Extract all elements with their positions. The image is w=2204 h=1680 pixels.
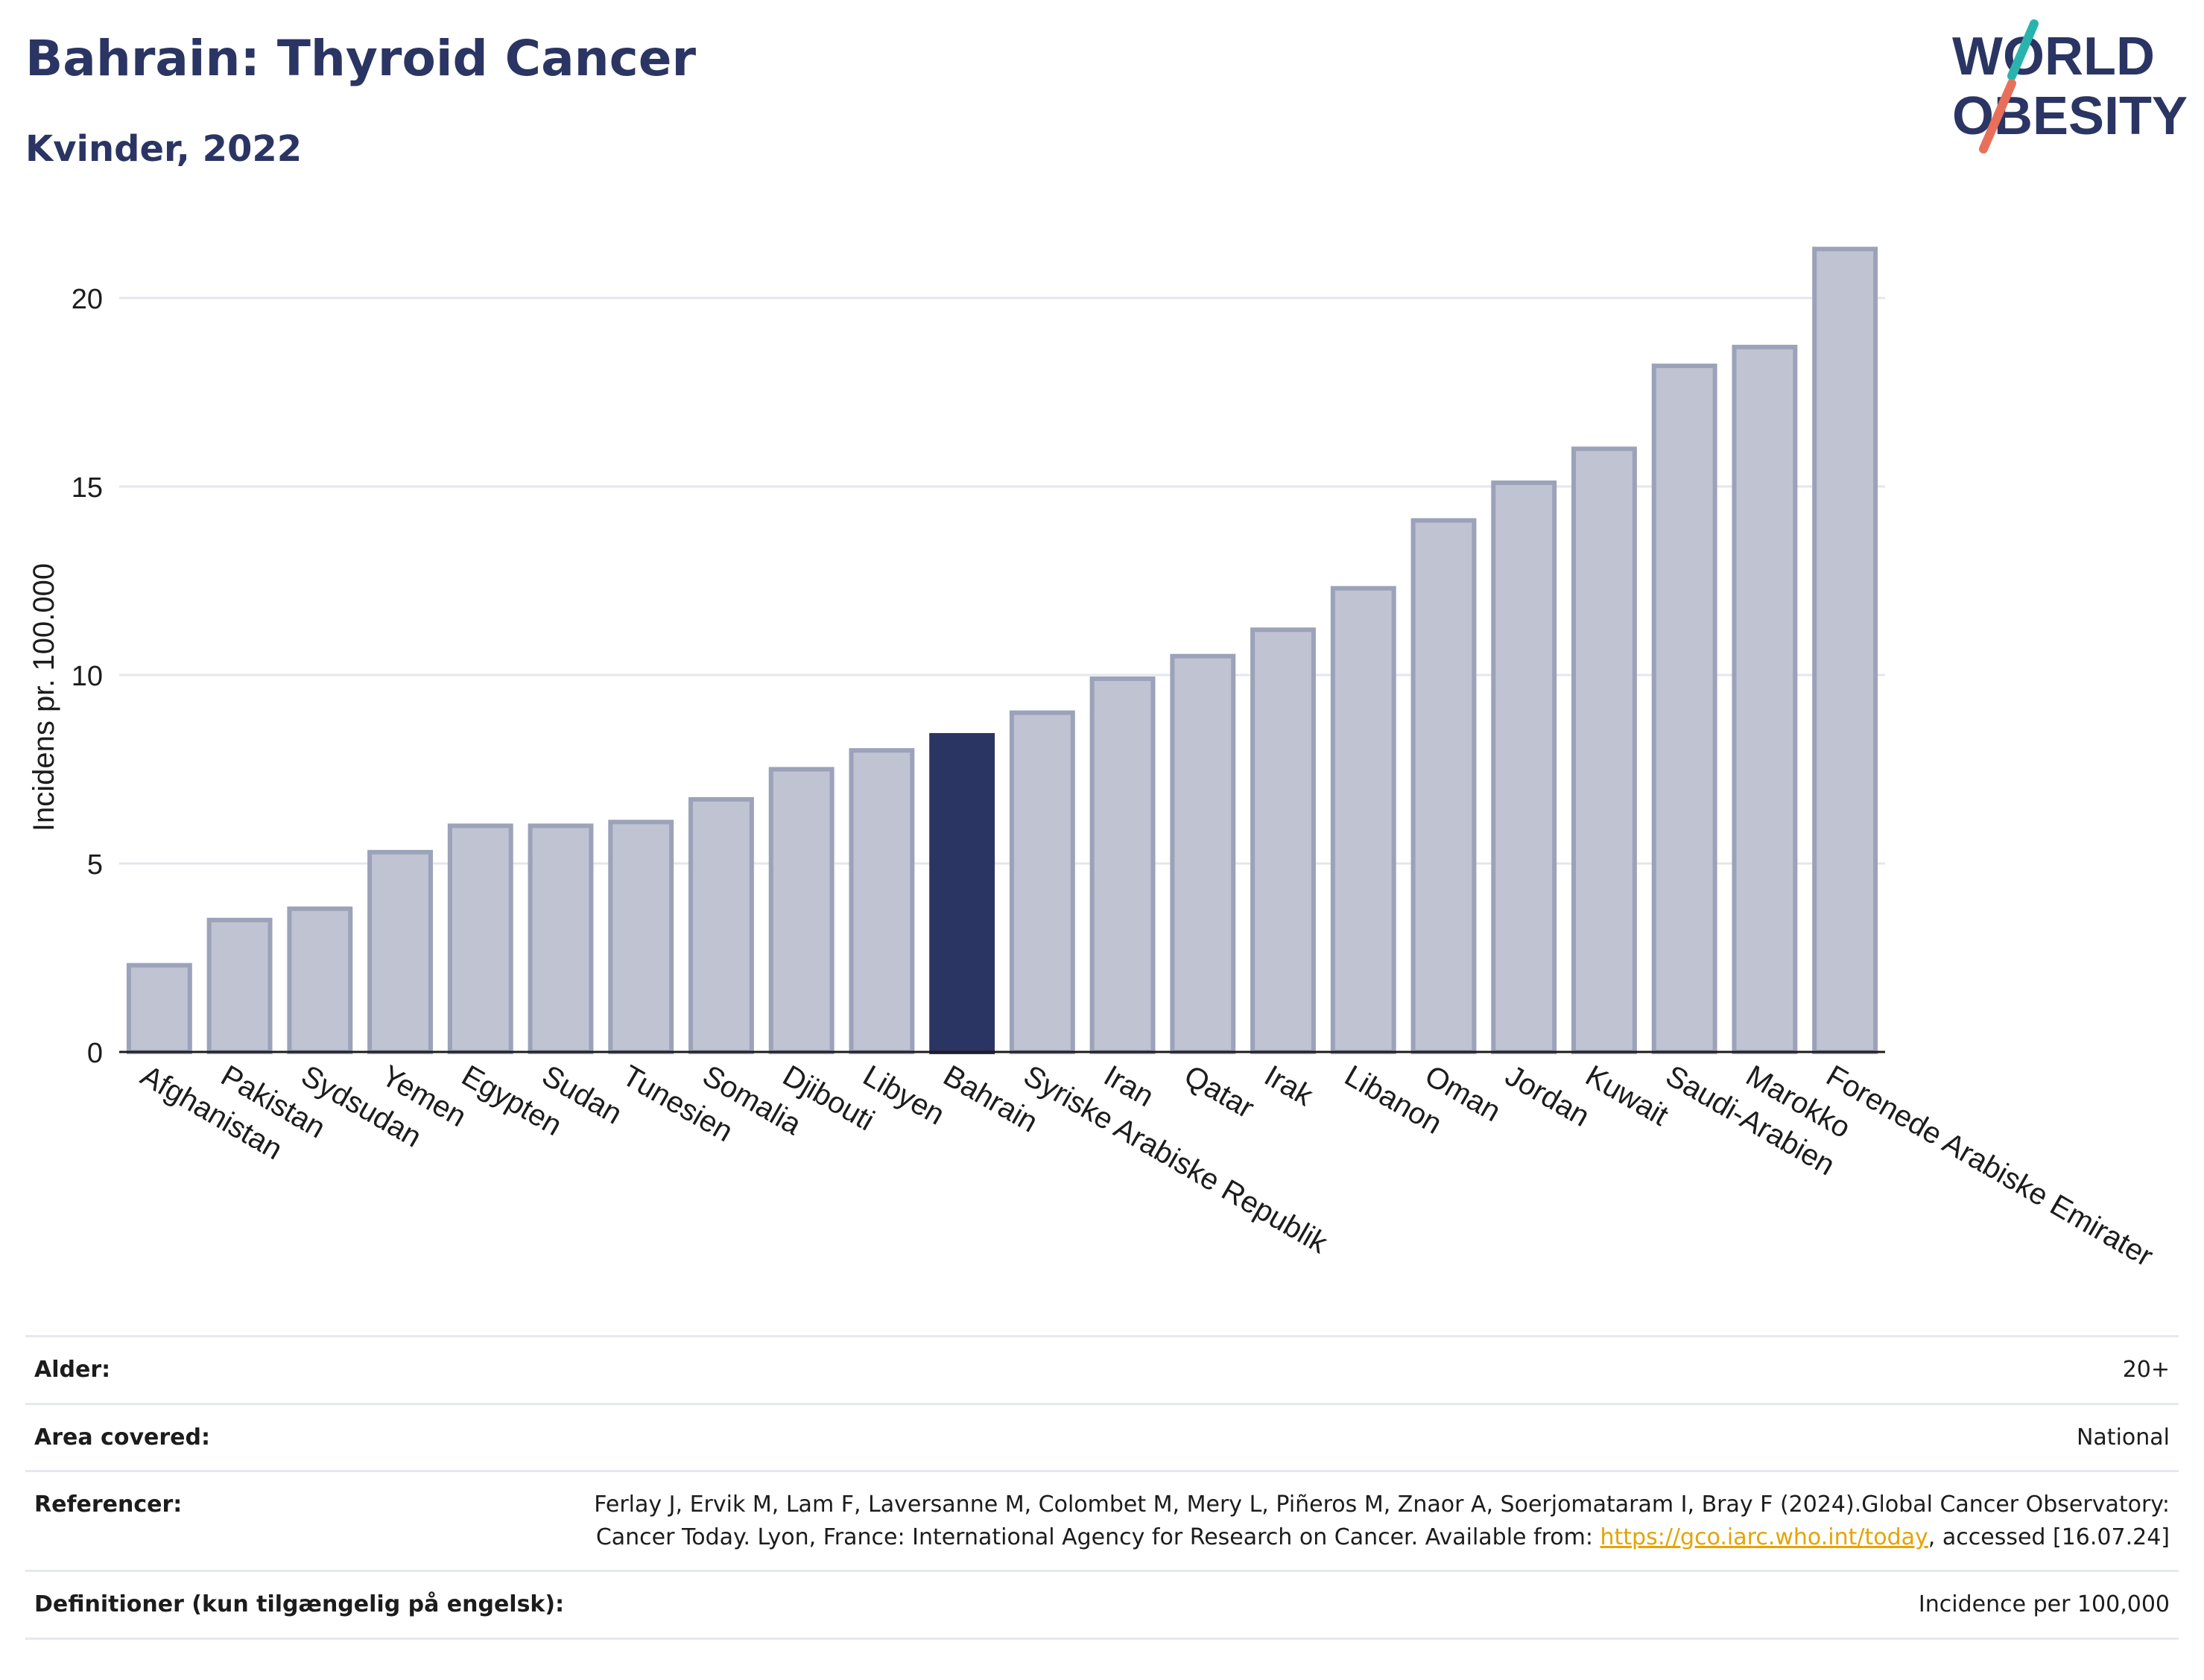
info-label: Area covered: xyxy=(25,1402,574,1471)
y-tick-label: 15 xyxy=(72,472,103,504)
info-label: Alder: xyxy=(25,1335,574,1404)
logo-slash-coral xyxy=(1979,79,2016,153)
bar xyxy=(1250,627,1316,1054)
bar xyxy=(1732,344,1798,1054)
x-tick-label: Jordan xyxy=(1500,1059,1595,1133)
bar xyxy=(608,820,674,1054)
bar xyxy=(367,849,433,1054)
bar xyxy=(929,732,995,1055)
info-row-references: Referencer: Ferlay J, Ervik M, Lam F, La… xyxy=(25,1470,2179,1571)
bar-chart: 05101520AfghanistanPakistanSydsudanYemen… xyxy=(28,247,2159,1273)
info-row-area: Area covered: National xyxy=(25,1402,2179,1471)
logo-slash-teal xyxy=(2007,19,2039,80)
info-label: Definitioner (kun tilgængelig på engelsk… xyxy=(25,1570,574,1640)
bar xyxy=(287,906,353,1054)
y-tick-label: 5 xyxy=(87,849,103,881)
bars xyxy=(126,247,1878,1055)
bar xyxy=(1651,364,1717,1054)
y-axis-label: Incidens pr. 100.000 xyxy=(28,563,60,831)
bar xyxy=(528,823,594,1055)
bar xyxy=(768,767,835,1054)
y-tick-label: 20 xyxy=(72,284,103,315)
reference-text: Ferlay J, Ervik M, Lam F, Laversanne M, … xyxy=(594,1492,2170,1550)
y-tick-label: 10 xyxy=(72,661,103,692)
bar xyxy=(1410,518,1477,1054)
info-value: National xyxy=(573,1402,2179,1471)
bar xyxy=(447,823,513,1055)
info-value: Ferlay J, Ervik M, Lam F, Laversanne M, … xyxy=(573,1470,2179,1571)
x-tick-label: Qatar xyxy=(1179,1059,1260,1125)
bar xyxy=(1571,446,1637,1054)
x-tick-label: Kuwait xyxy=(1580,1059,1673,1132)
bar xyxy=(206,917,273,1055)
world-obesity-logo: WORLD OBESITY xyxy=(1952,19,2188,153)
info-row-definitions: Definitioner (kun tilgængelig på engelsk… xyxy=(25,1570,2179,1640)
x-tick-label: Irak xyxy=(1259,1059,1320,1113)
bar xyxy=(126,963,192,1054)
info-table: Alder: 20+ Area covered: National Refere… xyxy=(25,1335,2179,1640)
info-value: 20+ xyxy=(573,1335,2179,1404)
chart-title: Bahrain: Thyroid Cancer xyxy=(25,30,697,87)
bar xyxy=(849,748,915,1054)
bar xyxy=(1170,653,1236,1054)
bar xyxy=(688,796,754,1054)
reference-accessed: , accessed [16.07.24] xyxy=(1928,1524,2170,1550)
bar xyxy=(1491,480,1557,1054)
bar xyxy=(1009,710,1075,1054)
chart-subtitle: Kvinder, 2022 xyxy=(25,128,303,170)
bar xyxy=(1812,247,1878,1055)
bar xyxy=(1330,586,1396,1054)
info-label: Referencer: xyxy=(25,1470,574,1571)
info-row-age: Alder: 20+ xyxy=(25,1335,2179,1404)
logo-text-world: WORLD xyxy=(1952,27,2155,86)
info-value: Incidence per 100,000 xyxy=(573,1570,2179,1640)
y-tick-label: 0 xyxy=(87,1038,103,1069)
reference-link[interactable]: https://gco.iarc.who.int/today xyxy=(1600,1524,1928,1550)
bar xyxy=(1089,676,1156,1054)
x-tick-label: Forenede Arabiske Emirater xyxy=(1821,1059,2159,1273)
